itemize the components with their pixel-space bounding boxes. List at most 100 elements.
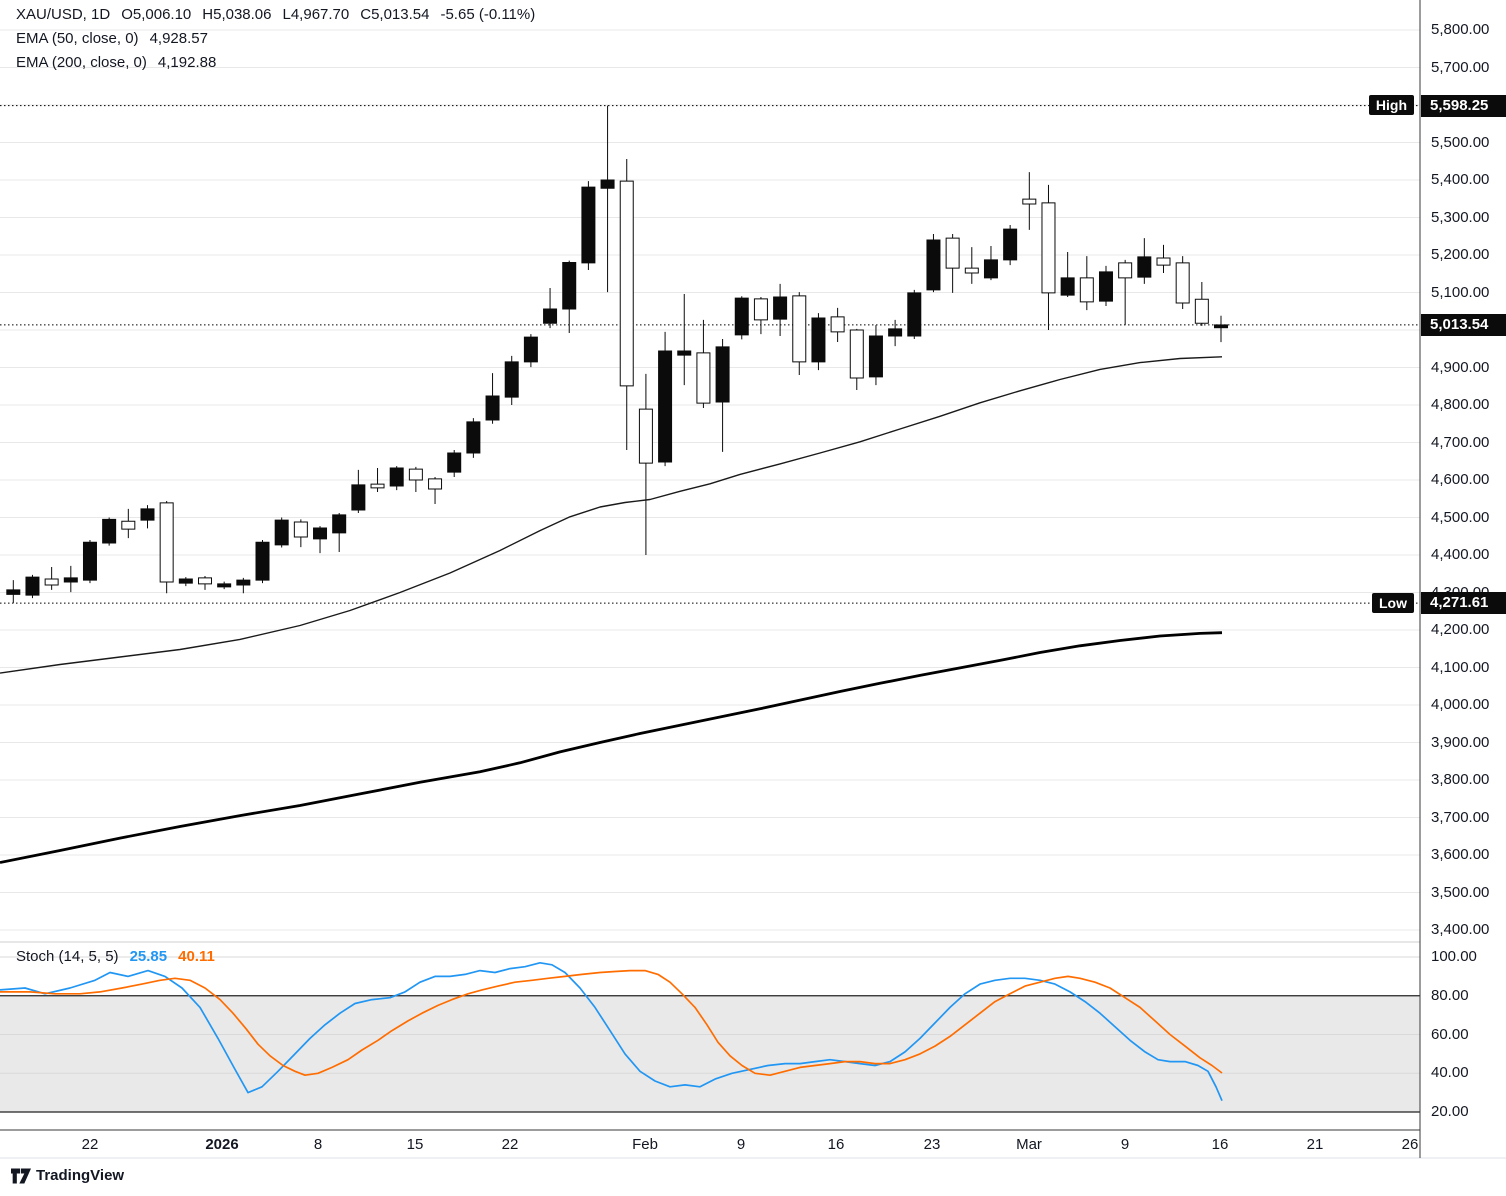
price-tick-label: 5,300.00 — [1431, 208, 1490, 226]
candle-body — [907, 292, 922, 337]
ema50-label: EMA (50, close, 0) — [16, 30, 139, 47]
candle-body — [159, 502, 174, 583]
candle-body — [389, 467, 404, 487]
candle-body — [945, 237, 960, 269]
candle-body — [562, 262, 577, 310]
time-tick-label: 23 — [923, 1136, 941, 1153]
time-tick-label: 16 — [1211, 1136, 1229, 1153]
candle-body — [102, 518, 117, 544]
candle-body — [1003, 228, 1018, 261]
ema200-legend-row[interactable]: EMA (200, close, 0) 4,192.88 — [16, 54, 227, 71]
stoch-k-value: 25.85 — [129, 948, 168, 965]
candle-body — [677, 350, 692, 356]
candle-body — [715, 346, 730, 403]
price-tick-label: 5,100.00 — [1431, 283, 1490, 301]
candle-body — [485, 395, 500, 421]
candle-body — [198, 577, 212, 585]
ema50-value: 4,928.57 — [149, 30, 208, 47]
candle-body — [25, 576, 40, 596]
candle-body — [274, 519, 289, 546]
ema50-legend-row[interactable]: EMA (50, close, 0) 4,928.57 — [16, 30, 219, 47]
tradingview-brand-text[interactable]: TradingView — [36, 1167, 125, 1184]
candle-body — [1041, 202, 1056, 294]
time-tick-label: 16 — [827, 1136, 845, 1153]
time-tick-label: 2026 — [205, 1136, 239, 1153]
candle-body — [332, 514, 347, 534]
candle-body — [370, 483, 385, 489]
time-tick-label: 8 — [313, 1136, 323, 1153]
ohlc-close: C5,013.54 — [360, 6, 430, 23]
time-tick-label: Mar — [1016, 1136, 1042, 1153]
time-tick-label: 22 — [81, 1136, 99, 1153]
candle-body — [1175, 262, 1190, 304]
symbol-legend-row[interactable]: XAU/USD, 1D O5,006.10 H5,038.06 L4,967.70 C5… — [16, 6, 546, 23]
candle-body — [6, 589, 21, 595]
candle-body — [466, 421, 481, 454]
candle-body — [63, 577, 78, 583]
candle-body — [428, 478, 443, 490]
price-tick-label: 3,500.00 — [1431, 883, 1490, 901]
price-tick-label: 4,900.00 — [1431, 358, 1490, 376]
candle-body — [753, 298, 768, 321]
time-tick-label: Feb — [632, 1136, 658, 1153]
stoch-band — [0, 995, 1420, 1112]
stoch-legend-row[interactable]: Stoch (14, 5, 5) 25.85 40.11 — [16, 948, 226, 965]
ema200-line — [0, 631, 1223, 864]
price-tick-label: 4,000.00 — [1431, 696, 1490, 713]
candle-body — [811, 317, 826, 363]
candle-body — [44, 578, 59, 586]
candle-body — [236, 579, 251, 586]
time-tick-label: 21 — [1306, 1136, 1324, 1153]
price-tick-label: 5,400.00 — [1431, 171, 1490, 188]
candle-body — [734, 297, 749, 336]
price-tick-label: 5,200.00 — [1431, 246, 1490, 263]
candle-body — [217, 583, 232, 588]
candle-body — [1098, 271, 1113, 302]
candle-body — [638, 408, 653, 464]
candle-body — [619, 180, 634, 387]
symbol-title[interactable]: XAU/USD, 1D — [16, 6, 111, 23]
stoch-tick-label: 60.00 — [1431, 1025, 1469, 1043]
high-marker-chip: High — [1368, 95, 1414, 115]
ema200-value: 4,192.88 — [157, 54, 217, 71]
price-tick-label: 3,900.00 — [1431, 733, 1490, 751]
candle-body — [543, 308, 558, 324]
stoch-tick-label: 100.00 — [1431, 948, 1477, 965]
high-price-badge: 5,598.25 — [1421, 95, 1506, 117]
price-tick-label: 3,700.00 — [1431, 808, 1490, 826]
candle-body — [658, 350, 673, 463]
price-tick-label: 4,200.00 — [1431, 621, 1490, 638]
price-tick-label: 3,400.00 — [1431, 921, 1490, 938]
last-price-badge: 5,013.54 — [1421, 314, 1506, 336]
candle-body — [868, 335, 883, 378]
candle-body — [830, 316, 845, 333]
price-tick-label: 4,500.00 — [1431, 508, 1490, 526]
price-tick-label: 4,400.00 — [1431, 546, 1490, 563]
price-tick-label: 4,600.00 — [1431, 471, 1490, 488]
candle-body — [581, 186, 596, 264]
candle-body — [1079, 277, 1094, 303]
stoch-tick-label: 80.00 — [1431, 986, 1469, 1004]
candle-body — [504, 361, 519, 398]
candle-body — [255, 541, 270, 581]
candle-body — [351, 484, 366, 511]
candle-body — [447, 452, 462, 473]
ohlc-high: H5,038.06 — [202, 6, 272, 23]
candle-body — [1137, 256, 1152, 278]
candle-body — [600, 179, 615, 189]
price-tick-label: 3,600.00 — [1431, 846, 1490, 863]
tradingview-logo-icon[interactable] — [10, 1166, 32, 1186]
candle-body — [1194, 298, 1209, 324]
low-price-badge: 4,271.61 — [1421, 592, 1506, 614]
candle-body — [849, 329, 864, 379]
candle-body — [293, 521, 308, 538]
ohlc-low: L4,967.70 — [282, 6, 350, 23]
time-tick-label: 26 — [1401, 1136, 1419, 1153]
candle-body — [792, 295, 807, 363]
candle-body — [1022, 198, 1037, 205]
candle-body — [1156, 257, 1171, 266]
candle-body — [983, 259, 998, 279]
time-tick-label: 9 — [736, 1136, 746, 1153]
